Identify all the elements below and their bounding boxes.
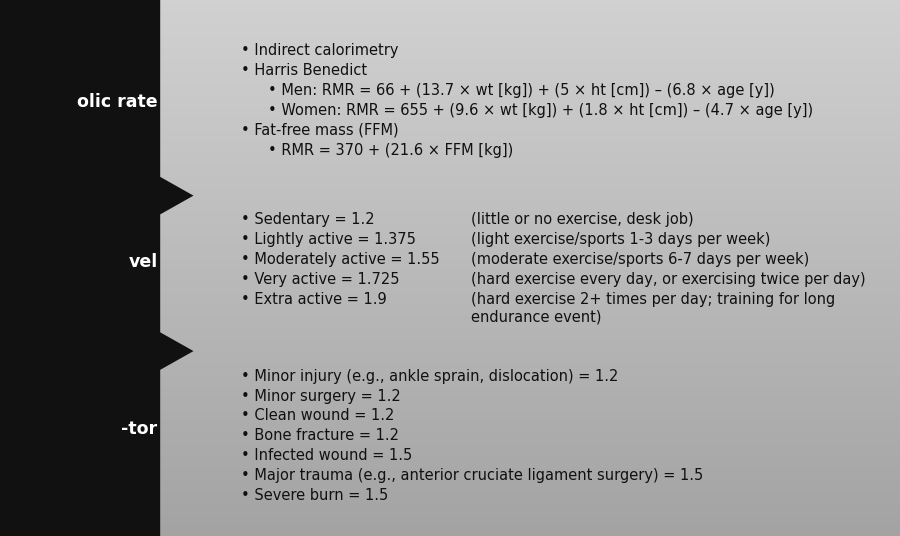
Text: • Very active = 1.725: • Very active = 1.725 (241, 272, 400, 287)
Text: • Fat-free mass (FFM): • Fat-free mass (FFM) (241, 123, 399, 138)
Text: • Sedentary = 1.2: • Sedentary = 1.2 (241, 212, 374, 227)
Text: • Major trauma (e.g., anterior cruciate ligament surgery) = 1.5: • Major trauma (e.g., anterior cruciate … (241, 468, 704, 483)
Text: (light exercise/sports 1-3 days per week): (light exercise/sports 1-3 days per week… (471, 232, 770, 247)
Text: • Extra active = 1.9: • Extra active = 1.9 (241, 292, 387, 307)
Text: -tor: -tor (122, 420, 158, 438)
Text: • Men: RMR = 66 + (13.7 × wt [kg]) + (5 × ht [cm]) – (6.8 × age [y]): • Men: RMR = 66 + (13.7 × wt [kg]) + (5 … (268, 83, 775, 98)
Text: • Infected wound = 1.5: • Infected wound = 1.5 (241, 448, 412, 463)
Text: • Minor injury (e.g., ankle sprain, dislocation) = 1.2: • Minor injury (e.g., ankle sprain, disl… (241, 369, 618, 384)
Text: (little or no exercise, desk job): (little or no exercise, desk job) (471, 212, 693, 227)
Text: • Moderately active = 1.55: • Moderately active = 1.55 (241, 252, 440, 267)
Text: olic rate: olic rate (76, 93, 158, 111)
Text: • Severe burn = 1.5: • Severe burn = 1.5 (241, 488, 389, 503)
Text: • Lightly active = 1.375: • Lightly active = 1.375 (241, 232, 416, 247)
Text: • Harris Benedict: • Harris Benedict (241, 63, 367, 78)
Text: • Indirect calorimetry: • Indirect calorimetry (241, 43, 399, 58)
Text: • Minor surgery = 1.2: • Minor surgery = 1.2 (241, 389, 401, 404)
Text: (moderate exercise/sports 6-7 days per week): (moderate exercise/sports 6-7 days per w… (471, 252, 809, 267)
Polygon shape (0, 0, 194, 536)
Text: vel: vel (128, 252, 158, 271)
Text: • Women: RMR = 655 + (9.6 × wt [kg]) + (1.8 × ht [cm]) – (4.7 × age [y]): • Women: RMR = 655 + (9.6 × wt [kg]) + (… (268, 103, 814, 118)
Text: endurance event): endurance event) (471, 310, 601, 325)
Text: • Bone fracture = 1.2: • Bone fracture = 1.2 (241, 428, 400, 443)
Text: • RMR = 370 + (21.6 × FFM [kg]): • RMR = 370 + (21.6 × FFM [kg]) (268, 143, 513, 158)
Text: (hard exercise 2+ times per day; training for long: (hard exercise 2+ times per day; trainin… (471, 292, 835, 307)
Text: • Clean wound = 1.2: • Clean wound = 1.2 (241, 408, 394, 423)
Text: (hard exercise every day, or exercising twice per day): (hard exercise every day, or exercising … (471, 272, 865, 287)
